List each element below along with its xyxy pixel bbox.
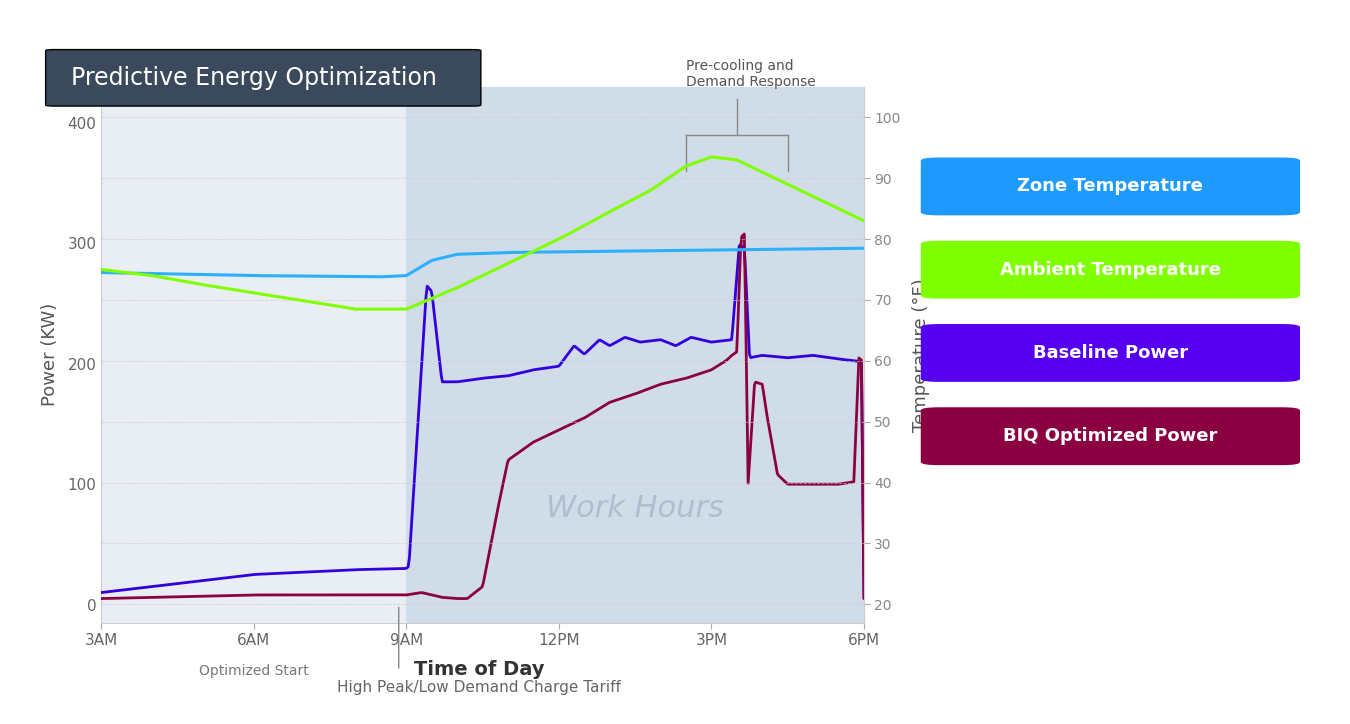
Text: Ambient Temperature: Ambient Temperature [1000,261,1220,279]
FancyBboxPatch shape [921,408,1300,465]
Text: Predictive Energy Optimization: Predictive Energy Optimization [70,66,436,90]
FancyBboxPatch shape [921,158,1300,215]
Y-axis label: Temperature (°F): Temperature (°F) [911,278,930,432]
Bar [406,87,864,623]
FancyBboxPatch shape [921,324,1300,382]
Text: High Peak/Low Demand Charge Tariff: High Peak/Low Demand Charge Tariff [338,680,621,695]
FancyBboxPatch shape [46,50,481,106]
Text: Zone Temperature: Zone Temperature [1018,177,1203,195]
Text: Time of Day: Time of Day [414,660,544,679]
Text: BIQ Optimized Power: BIQ Optimized Power [1003,427,1218,445]
Text: Baseline Power: Baseline Power [1033,344,1188,362]
FancyBboxPatch shape [921,241,1300,298]
Y-axis label: Power (KW): Power (KW) [40,303,59,406]
Text: Optimized Start: Optimized Start [198,664,309,678]
Text: Pre-cooling and
Demand Response: Pre-cooling and Demand Response [686,59,815,89]
Text: Work Hours: Work Hours [547,494,724,523]
